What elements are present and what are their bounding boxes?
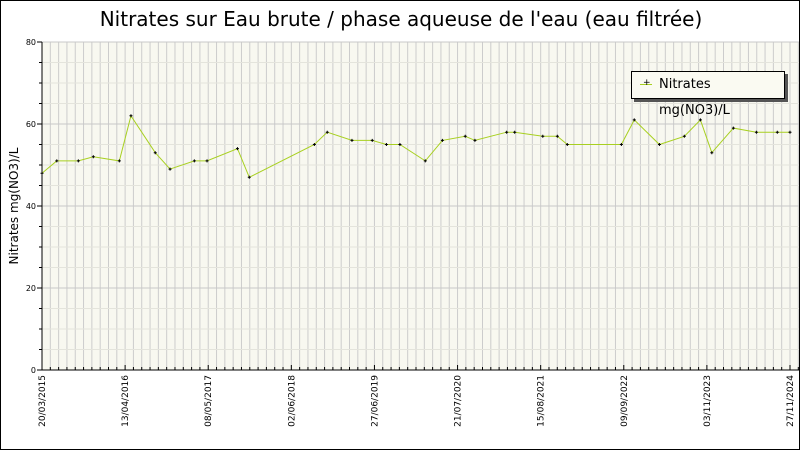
x-tick-label: 09/09/2022 — [620, 375, 630, 427]
legend-marker-icon — [640, 76, 652, 90]
data-point — [312, 143, 316, 146]
y-tick-label: 0 — [31, 366, 36, 375]
data-point — [513, 130, 517, 134]
data-point — [350, 138, 354, 142]
chart-title: Nitrates sur Eau brute / phase aqueuse d… — [99, 7, 703, 31]
x-tick-label: 13/04/2016 — [121, 375, 131, 427]
data-point — [192, 159, 196, 163]
data-point — [153, 151, 157, 155]
data-point — [555, 134, 559, 138]
data-point — [235, 147, 239, 151]
data-point — [632, 118, 636, 122]
y-tick-label: 80 — [26, 38, 36, 47]
data-point — [731, 126, 735, 130]
data-point — [423, 159, 427, 163]
y-axis-label: Nitrates mg(NO3)/L — [7, 147, 21, 264]
data-point — [754, 130, 758, 134]
legend: Nitrates mg(NO3)/L — [631, 71, 785, 118]
data-point — [463, 134, 467, 138]
data-point — [710, 151, 714, 155]
data-point — [76, 159, 80, 163]
data-point — [473, 138, 477, 142]
data-point — [788, 130, 792, 134]
data-point — [619, 143, 623, 146]
data-point — [247, 175, 251, 179]
data-point — [168, 167, 172, 171]
data-point — [440, 138, 444, 142]
data-point — [505, 130, 509, 134]
x-tick-label: 27/11/2024 — [786, 375, 796, 427]
x-tick-label: 08/05/2017 — [204, 375, 214, 427]
x-tick-label: 02/06/2018 — [287, 375, 297, 427]
data-point — [398, 143, 402, 146]
y-tick-label: 20 — [26, 284, 36, 293]
data-point — [205, 159, 209, 163]
data-point — [129, 114, 133, 118]
data-point — [370, 138, 374, 142]
data-point — [117, 159, 121, 163]
x-tick-label: 03/11/2023 — [703, 375, 713, 427]
data-point — [565, 143, 569, 146]
data-point — [657, 143, 661, 146]
y-tick-label: 40 — [26, 202, 36, 211]
x-tick-label: 21/07/2020 — [454, 375, 464, 427]
data-point — [682, 134, 686, 138]
data-point — [384, 143, 388, 146]
data-point — [91, 155, 95, 159]
data-point — [775, 130, 779, 134]
x-tick-label: 27/06/2019 — [370, 375, 380, 427]
data-point — [541, 134, 545, 138]
data-point — [698, 118, 702, 122]
data-point — [325, 130, 329, 134]
data-point — [55, 159, 59, 163]
x-tick-label: 20/03/2015 — [38, 375, 48, 427]
legend-label: Nitrates mg(NO3)/L — [659, 77, 730, 118]
y-tick-label: 60 — [26, 120, 36, 129]
x-tick-label: 15/08/2021 — [537, 375, 547, 427]
data-point — [40, 171, 44, 175]
